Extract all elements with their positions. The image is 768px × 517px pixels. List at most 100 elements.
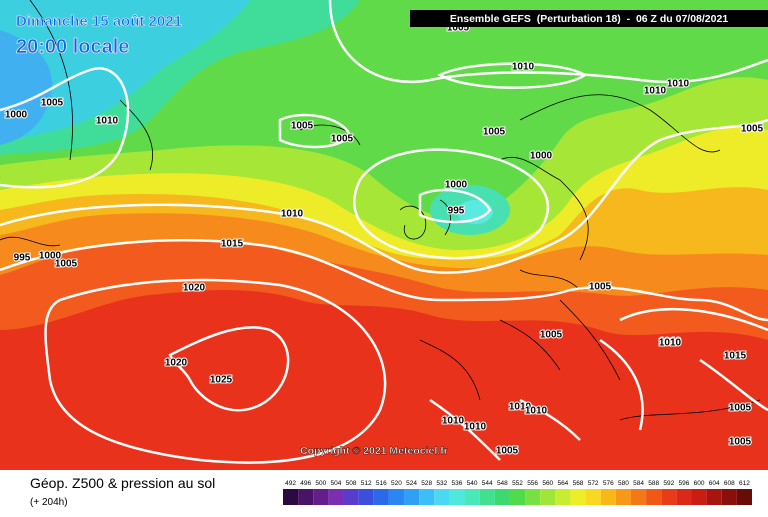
color-scale: 492 496 500 504 508 512 516 520 524 528 532 536 540 5… bbox=[283, 480, 752, 505]
coastlines bbox=[0, 0, 761, 421]
scale-label: 612 bbox=[739, 480, 750, 487]
isobar-label: 1010 bbox=[644, 86, 667, 97]
isobar-label: 1010 bbox=[512, 62, 535, 73]
scale-label: 516 bbox=[376, 480, 387, 487]
copyright: Copyright © 2021 Meteociel.fr bbox=[300, 445, 448, 457]
local-time: 20:00 locale bbox=[16, 36, 129, 58]
scale-label: 512 bbox=[361, 480, 372, 487]
isobar-label: 1005 bbox=[41, 98, 64, 109]
scale-swatch bbox=[570, 489, 586, 505]
isobar-label: 995 bbox=[448, 206, 465, 217]
isobar-label: 1010 bbox=[659, 338, 682, 349]
scale-label: 560 bbox=[542, 480, 553, 487]
scale-label: 556 bbox=[527, 480, 538, 487]
isobar-label: 1015 bbox=[221, 239, 244, 250]
isobar-label: 1005 bbox=[729, 403, 752, 414]
scale-swatch bbox=[494, 489, 510, 505]
isobar-label: 1005 bbox=[55, 259, 78, 270]
scale-label: 568 bbox=[573, 480, 584, 487]
scale-swatch bbox=[373, 489, 389, 505]
scale-swatch bbox=[509, 489, 526, 505]
scale-label: 580 bbox=[618, 480, 629, 487]
scale-swatch bbox=[721, 489, 737, 505]
isobar-label: 1000 bbox=[445, 180, 468, 191]
isobar-label: 1020 bbox=[183, 283, 206, 294]
scale-label: 604 bbox=[709, 480, 720, 487]
isobar-label: 1010 bbox=[659, 337, 682, 348]
scale-swatch bbox=[525, 489, 541, 505]
isobar-label: 1010 bbox=[442, 416, 465, 427]
scale-swatch bbox=[388, 489, 405, 505]
isobar-label: 1020 bbox=[165, 358, 188, 369]
scale-swatch bbox=[615, 489, 631, 505]
isobar-label: 1005 bbox=[589, 282, 612, 293]
scale-label: 500 bbox=[315, 480, 326, 487]
isobars bbox=[0, 0, 768, 464]
scale-label: 572 bbox=[588, 480, 599, 487]
isobar-label: 1000 bbox=[39, 251, 62, 262]
scale-swatch bbox=[676, 489, 692, 505]
scale-label: 576 bbox=[603, 480, 614, 487]
isobar-label: 1005 bbox=[729, 437, 752, 448]
isobar-label: 1010 bbox=[509, 402, 532, 413]
scale-label: 504 bbox=[331, 480, 342, 487]
scale-label: 496 bbox=[300, 480, 311, 487]
scale-swatch bbox=[283, 489, 299, 505]
isobar-label: 1010 bbox=[281, 209, 304, 220]
scale-label: 548 bbox=[497, 480, 508, 487]
scale-swatch bbox=[479, 489, 495, 505]
scale-label: 540 bbox=[467, 480, 478, 487]
footer-title: Géop. Z500 & pression au sol bbox=[30, 475, 215, 491]
scale-label: 532 bbox=[436, 480, 447, 487]
isobar-label: 1010 bbox=[464, 422, 487, 433]
isobar-label: 1005 bbox=[540, 330, 563, 341]
scale-swatch bbox=[585, 489, 601, 505]
lead-time: (+ 204h) bbox=[30, 497, 68, 508]
scale-swatch bbox=[736, 489, 752, 505]
scale-swatch bbox=[419, 489, 435, 505]
run-banner bbox=[410, 10, 768, 27]
scale-swatch bbox=[343, 489, 359, 505]
scale-swatch bbox=[661, 489, 677, 505]
scale-swatch bbox=[646, 489, 662, 505]
scale-label: 544 bbox=[482, 480, 493, 487]
isobar-label: 1010 bbox=[525, 406, 548, 417]
isobar-label: 1005 bbox=[741, 124, 764, 135]
scale-label: 564 bbox=[557, 480, 568, 487]
scale-swatch bbox=[540, 489, 556, 505]
scale-label: 528 bbox=[421, 480, 432, 487]
isobar-label: 1015 bbox=[724, 351, 747, 362]
scale-label: 520 bbox=[391, 480, 402, 487]
scale-swatch bbox=[328, 489, 344, 505]
scale-label: 592 bbox=[663, 480, 674, 487]
scale-swatch bbox=[449, 489, 465, 505]
scale-label: 588 bbox=[648, 480, 659, 487]
scale-label: 600 bbox=[694, 480, 705, 487]
scale-swatch bbox=[555, 489, 571, 505]
scale-swatch bbox=[691, 489, 707, 505]
scale-swatch bbox=[358, 489, 374, 505]
scale-label: 492 bbox=[285, 480, 296, 487]
scale-swatch bbox=[298, 489, 314, 505]
isobar-label: 1005 bbox=[496, 446, 519, 457]
isobar-label: 1010 bbox=[667, 79, 690, 90]
scale-label: 508 bbox=[346, 480, 357, 487]
scale-swatch bbox=[404, 489, 420, 505]
scale-swatch bbox=[706, 489, 722, 505]
scale-swatch bbox=[464, 489, 480, 505]
date: Dimanche 15 août 2021 bbox=[16, 13, 182, 30]
scale-label: 596 bbox=[678, 480, 689, 487]
scale-swatch bbox=[600, 489, 616, 505]
scale-label: 536 bbox=[452, 480, 463, 487]
scale-label: 608 bbox=[724, 480, 735, 487]
scale-label: 524 bbox=[406, 480, 417, 487]
isobar-label: 1000 bbox=[530, 151, 553, 162]
isobar-label: 1005 bbox=[291, 121, 314, 132]
scale-label: 552 bbox=[512, 480, 523, 487]
scale-swatch bbox=[630, 489, 647, 505]
isobar-label: 995 bbox=[14, 253, 31, 264]
isobar-label: 1010 bbox=[96, 116, 119, 127]
run-info: Ensemble GEFS (Perturbation 18) - 06 Z d… bbox=[450, 13, 729, 25]
